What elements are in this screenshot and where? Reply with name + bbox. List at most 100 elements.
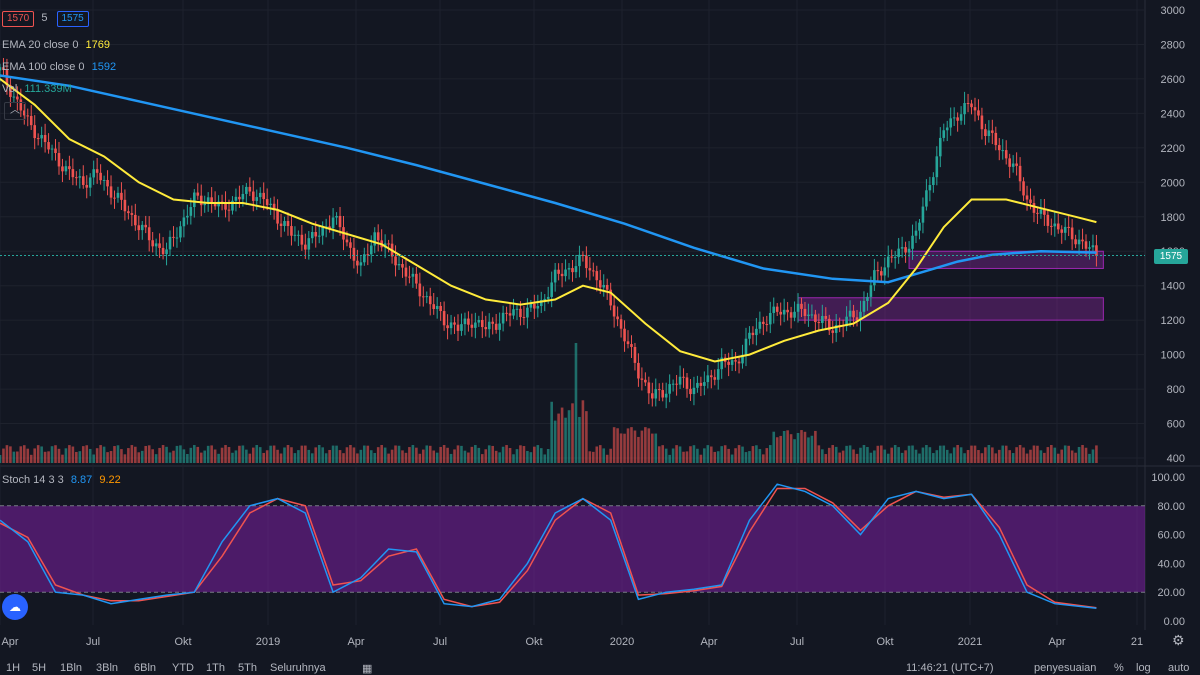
log-toggle[interactable]: log (1136, 662, 1151, 674)
volume-legend[interactable]: Vol 111.339M (2, 81, 72, 97)
volume-bar (821, 449, 824, 463)
gear-icon[interactable]: ⚙ (1172, 632, 1185, 648)
adjust-toggle[interactable]: penyesuaian (1034, 662, 1097, 674)
price-tick-label: 2600 (1161, 74, 1185, 86)
candle-body (630, 344, 633, 347)
volume-bar (959, 447, 963, 463)
collapse-legend-icon[interactable]: ︿ (4, 102, 26, 120)
candle-body (453, 322, 456, 325)
volume-bar (394, 445, 397, 463)
range-5th[interactable]: 5Th (238, 662, 257, 674)
volume-bar (758, 449, 762, 463)
volume-bar (314, 447, 318, 463)
volume-bar (900, 452, 904, 463)
volume-bar (234, 450, 238, 463)
volume-bar (387, 453, 390, 463)
candle-body (980, 115, 984, 130)
interval-label[interactable]: 5 (41, 12, 48, 24)
ema100-label: EMA 100 close 0 (2, 61, 85, 73)
time-tick-label: Apr (347, 636, 364, 648)
volume-bar (862, 445, 866, 463)
range-1th[interactable]: 1Th (206, 662, 225, 674)
volume-bar (723, 445, 727, 463)
candle-body (446, 325, 449, 329)
volume-bar (1084, 447, 1088, 463)
candle-body (1018, 165, 1022, 182)
volume-bar (349, 445, 352, 463)
volume-bar (602, 448, 606, 463)
volume-bar (980, 453, 984, 463)
candle-body (57, 153, 61, 167)
range-3bln[interactable]: 3Bln (96, 662, 119, 674)
volume-bar (588, 451, 592, 463)
candle-body (612, 305, 616, 317)
tradingview-logo-icon[interactable]: ☁ (2, 594, 28, 620)
volume-bar (213, 449, 217, 463)
candle-body (935, 156, 939, 178)
candle-body (1039, 209, 1043, 214)
volume-bar (220, 447, 224, 463)
candle-body (737, 361, 741, 364)
candle-body (772, 306, 776, 313)
candle-body (952, 117, 956, 119)
candle-body (831, 330, 835, 333)
candle-body (78, 176, 82, 178)
candle-body (758, 321, 762, 329)
stoch-legend[interactable]: Stoch 14 3 3 8.87 9.22 (2, 472, 121, 488)
volume-bar (737, 445, 741, 463)
ema100-value: 1592 (91, 61, 117, 73)
candle-body (921, 206, 925, 223)
price-tick-label: 1800 (1161, 212, 1185, 224)
candle-body (907, 248, 911, 253)
volume-bar (1032, 445, 1036, 463)
volume-bar (376, 447, 380, 463)
volume-bar (2, 448, 5, 463)
ema20-legend[interactable]: EMA 20 close 0 1769 (2, 37, 110, 53)
ema100-legend[interactable]: EMA 100 close 0 1592 (2, 59, 116, 75)
volume-bar (345, 447, 349, 463)
candle-body (307, 238, 311, 250)
date-range-icon[interactable]: ▦ (362, 663, 373, 675)
candle-body (963, 103, 966, 115)
candle-body (945, 127, 949, 131)
candle-body (578, 254, 581, 267)
volume-bar (193, 445, 196, 463)
candle-body (755, 328, 758, 336)
candle-body (949, 118, 952, 128)
volume-bar (54, 445, 57, 463)
volume-bar (508, 448, 512, 463)
candle-body (807, 314, 810, 316)
candle-body (897, 248, 900, 258)
volume-bar (36, 445, 40, 463)
range-5h[interactable]: 5H (32, 662, 47, 674)
range-1h[interactable]: 1H (6, 662, 21, 674)
candle-body (824, 315, 828, 319)
candle-body (598, 280, 602, 288)
auto-toggle[interactable]: auto (1168, 662, 1190, 674)
range-ytd[interactable]: YTD (172, 662, 194, 674)
volume-bar (71, 446, 75, 463)
candle-body (113, 197, 116, 199)
candle-body (803, 308, 807, 316)
range-all[interactable]: Seluruhnya (270, 662, 326, 674)
candle-body (179, 226, 182, 238)
time-tick-label: Okt (525, 636, 542, 648)
volume-bar (605, 454, 609, 463)
volume-bar (217, 453, 220, 463)
volume-bar (782, 430, 786, 463)
candle-body (703, 382, 706, 386)
volume-bar (699, 454, 703, 463)
volume-bar (269, 445, 272, 463)
percent-toggle[interactable]: % (1114, 662, 1124, 674)
range-1bln[interactable]: 1Bln (60, 662, 83, 674)
candle-body (862, 300, 866, 312)
volume-bar (997, 449, 1001, 463)
bottom-toolbar: 1H 5H 1Bln 3Bln 6Bln YTD 1Th 5Th Seluruh… (0, 660, 1200, 675)
candle-body (432, 304, 436, 310)
candle-body (265, 199, 269, 205)
time-tick-label: 21 (1131, 636, 1143, 648)
range-6bln[interactable]: 6Bln (134, 662, 157, 674)
time-tick-label: Apr (1, 636, 18, 648)
volume-bar (363, 445, 366, 463)
